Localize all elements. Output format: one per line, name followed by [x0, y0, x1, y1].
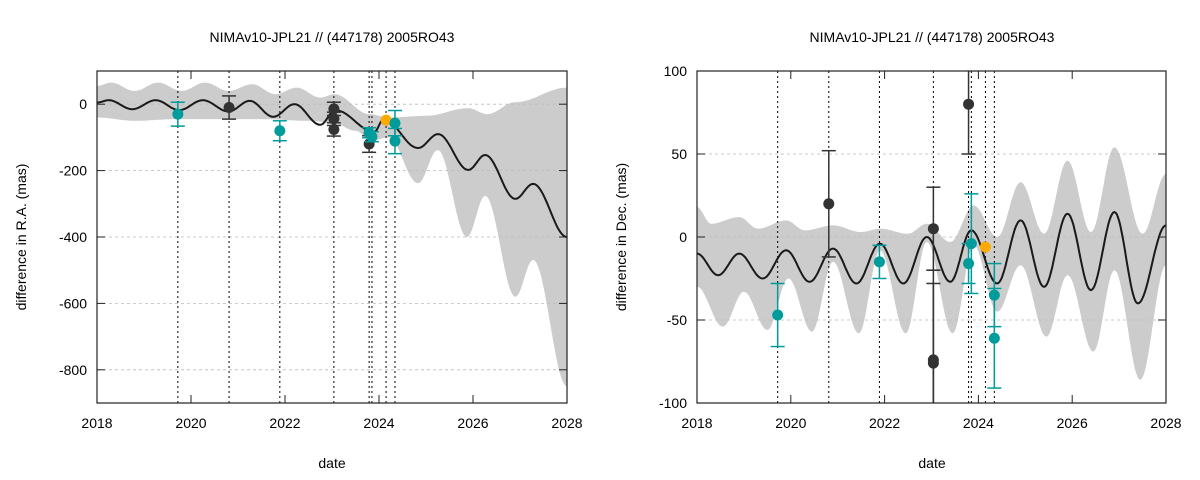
- ra-data-point-dark: [328, 113, 340, 125]
- dec-data-point-dark: [823, 198, 835, 210]
- ra-data-point-orange: [380, 114, 392, 126]
- dec-x-tick-label: 2018: [681, 415, 712, 431]
- ra-x-tick-label: 2018: [81, 415, 112, 431]
- ra-data-point-teal: [172, 108, 184, 120]
- ra-chart-title: NIMAv10-JPL21 // (447178) 2005RO43: [210, 29, 455, 45]
- ra-data-point-teal: [366, 131, 378, 143]
- dec-data-point-teal: [873, 256, 885, 268]
- ra-x-axis-label: date: [318, 455, 345, 471]
- ra-data-point-teal: [274, 125, 286, 137]
- ra-data-point-teal: [389, 117, 401, 129]
- dec-y-tick-label: -100: [659, 395, 687, 411]
- ra-panel: NIMAv10-JPL21 // (447178) 2005RO43 diffe…: [13, 29, 583, 471]
- dec-x-tick-label: 2024: [963, 415, 994, 431]
- dec-data-point-teal: [965, 238, 977, 250]
- dec-panel: NIMAv10-JPL21 // (447178) 2005RO43 diffe…: [613, 29, 1182, 471]
- dec-y-tick-label: 100: [664, 63, 688, 79]
- ra-model-curve: [97, 99, 567, 238]
- dec-y-tick-label: 0: [679, 229, 687, 245]
- dec-data-point-dark: [927, 357, 939, 369]
- dec-y-tick-label: -50: [667, 312, 687, 328]
- ra-y-tick-label: -200: [59, 163, 87, 179]
- ra-data-point-teal: [389, 135, 401, 147]
- dec-data-point-orange: [979, 241, 991, 253]
- dec-data-point-dark: [963, 98, 975, 110]
- dec-x-tick-label: 2020: [775, 415, 806, 431]
- ra-x-tick-label: 2026: [457, 415, 488, 431]
- dec-data-point-dark: [927, 223, 939, 235]
- dec-data-point-teal: [988, 332, 1000, 344]
- ra-x-tick-label: 2020: [175, 415, 206, 431]
- ra-uncertainty-band: [97, 82, 567, 387]
- ra-y-tick-label: -400: [59, 229, 87, 245]
- dec-uncertainty-band: [697, 147, 1166, 380]
- dec-model-curve: [697, 211, 1166, 305]
- ra-plot-area: [97, 71, 567, 403]
- ra-x-tick-label: 2022: [269, 415, 300, 431]
- dec-x-tick-label: 2026: [1057, 415, 1088, 431]
- ra-y-tick-label: 0: [79, 96, 87, 112]
- ra-x-tick-label: 2024: [363, 415, 394, 431]
- ra-y-tick-label: -600: [59, 295, 87, 311]
- dec-y-axis-label: difference in Dec. (mas): [613, 163, 629, 311]
- dec-plot-area: [697, 71, 1166, 403]
- ra-data-point-dark: [328, 123, 340, 135]
- ra-y-axis-label: difference in R.A. (mas): [13, 164, 29, 311]
- ra-data-point-dark: [223, 102, 235, 114]
- dec-data-point-teal: [772, 309, 784, 321]
- dec-data-point-teal: [963, 258, 975, 270]
- dec-y-tick-label: 50: [671, 146, 687, 162]
- dec-chart-title: NIMAv10-JPL21 // (447178) 2005RO43: [810, 29, 1055, 45]
- dec-x-tick-label: 2022: [869, 415, 900, 431]
- dec-x-axis-label: date: [918, 455, 945, 471]
- ra-x-tick-label: 2028: [551, 415, 582, 431]
- dec-x-tick-label: 2028: [1150, 415, 1181, 431]
- ra-y-tick-label: -800: [59, 362, 87, 378]
